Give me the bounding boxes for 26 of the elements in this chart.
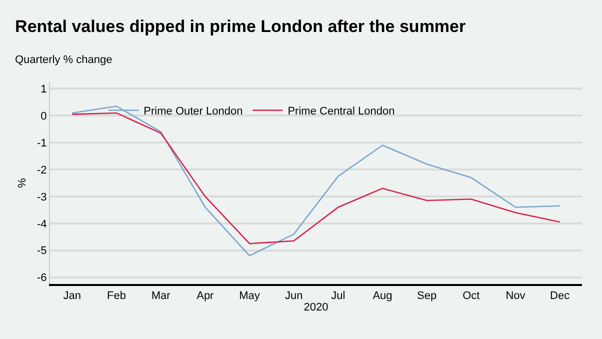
y-tick-label: -1 bbox=[37, 137, 47, 150]
x-axis-title: 2020 bbox=[304, 302, 328, 314]
x-tick-label: Oct bbox=[462, 290, 480, 302]
y-tick-label: -5 bbox=[37, 245, 47, 258]
x-tick-label: May bbox=[239, 290, 260, 302]
x-tick-label: Feb bbox=[107, 290, 126, 302]
x-tick-label: Aug bbox=[372, 290, 392, 302]
x-tick-label: Dec bbox=[550, 290, 570, 302]
chart-subtitle: Quarterly % change bbox=[15, 54, 112, 66]
y-tick-label: 1 bbox=[40, 84, 47, 96]
chart-title: Rental values dipped in prime London after the summer bbox=[15, 17, 466, 36]
y-tick-label: 0 bbox=[40, 110, 47, 123]
legend-label: Prime Central London bbox=[288, 106, 395, 118]
x-tick-label: Mar bbox=[151, 290, 171, 302]
y-tick-label: -2 bbox=[37, 164, 47, 176]
x-tick-label: Jan bbox=[63, 290, 82, 302]
x-tick-label: Apr bbox=[196, 290, 214, 302]
x-tick-label: Nov bbox=[506, 290, 526, 302]
x-tick-label: Jul bbox=[331, 290, 346, 302]
y-tick-label: -6 bbox=[37, 272, 47, 284]
x-tick-label: Jun bbox=[284, 290, 303, 302]
y-axis-title: % bbox=[16, 178, 29, 188]
legend-label: Prime Outer London bbox=[144, 106, 243, 118]
y-tick-label: -4 bbox=[37, 218, 47, 230]
y-tick-label: -3 bbox=[37, 191, 47, 204]
x-tick-label: Sep bbox=[417, 290, 437, 302]
